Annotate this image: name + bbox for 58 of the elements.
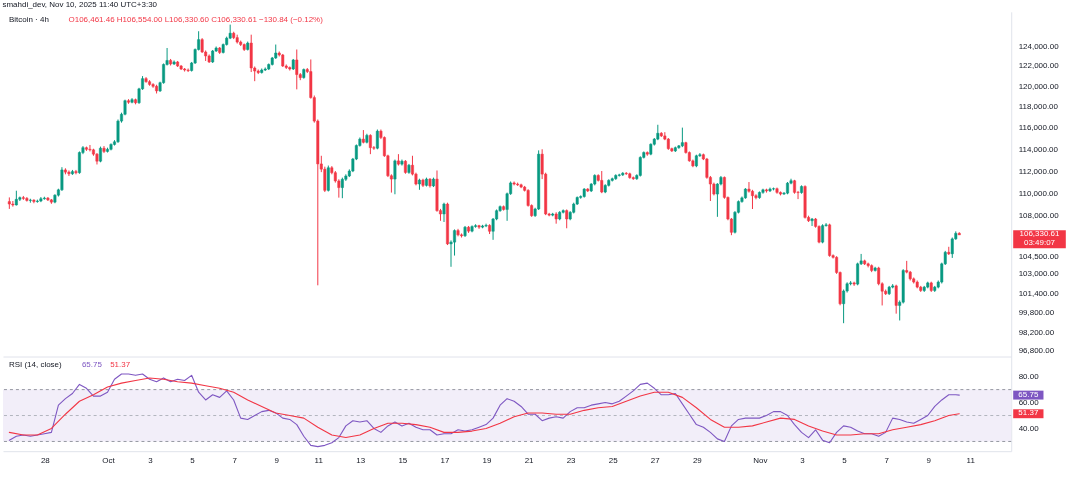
text: RSI (14, close)	[8, 360, 63, 370]
x-tick-label: 11	[314, 455, 324, 465]
candlestick	[78, 150, 81, 175]
x-tick-label: 27	[650, 455, 661, 465]
y-tick-label: 40.00	[1018, 423, 1040, 433]
y-tick-label: 101,400.00	[1018, 288, 1060, 298]
x-tick-label: 9	[926, 455, 932, 465]
candlestick	[326, 165, 330, 192]
y-tick-label: 118,000.00	[1018, 102, 1059, 112]
candlestick	[74, 169, 78, 175]
y-tick-label: 122,000.00	[1018, 61, 1060, 71]
x-tick-label: 7	[232, 455, 238, 465]
x-tick-label: 3	[148, 455, 154, 465]
y-tick-label: 60.00	[1018, 398, 1040, 408]
x-tick-label: 11	[966, 455, 976, 465]
chart-title: Bitcoin · 4h	[8, 14, 49, 24]
line-series	[8, 373, 960, 448]
x-tick-label: 19	[482, 455, 492, 465]
x-tick-label: 25	[608, 455, 619, 465]
candlestick	[340, 177, 344, 199]
x-tick-label: 5	[842, 455, 848, 465]
y-tick-label: 108,000.00	[1018, 211, 1060, 221]
text: 51.37	[1018, 408, 1039, 418]
x-tick-label: 15	[398, 455, 408, 465]
x-tick-label: 3	[800, 455, 806, 465]
y-tick-label: 99,800.00	[1018, 308, 1055, 318]
y-tick-label: 104,500.00	[1018, 251, 1060, 261]
candlestick	[638, 155, 642, 178]
annotation: 65.75	[81, 360, 103, 370]
text: 106,330.61 03:49:07	[1019, 229, 1060, 248]
y-tick-label: 103,000.00	[1018, 269, 1060, 279]
y-tick-label: 96,800.00	[1018, 345, 1055, 355]
y-tick-label: 110,000.00	[1018, 188, 1059, 198]
y-tick-label: 114,000.00	[1018, 144, 1059, 154]
x-tick-label: 28	[40, 455, 51, 465]
x-tick-label: 23	[566, 455, 577, 465]
chart-subtitle: O106,461.46 H106,554.00 L106,330.60 C106,330.61 −130.84 (−0.12%)	[68, 14, 324, 24]
y-tick-label: 112,000.00	[1018, 166, 1059, 176]
text: 65.75	[1018, 389, 1039, 399]
x-tick-label: 17	[440, 455, 450, 465]
x-tick-label: 7	[884, 455, 890, 465]
x-tick-label: 21	[524, 455, 535, 465]
text: smahdi_dev, Nov 10, 2025 11:40 UTC+3:30	[2, 0, 158, 9]
y-tick-label: 124,000.00	[1018, 41, 1060, 51]
line-series	[8, 377, 960, 439]
y-tick-label: 98,200.00	[1018, 328, 1055, 338]
x-tick-label: 9	[274, 455, 280, 465]
y-tick-label: 116,000.00	[1018, 123, 1059, 133]
x-tick-label: 13	[356, 455, 366, 465]
x-tick-label: Nov	[753, 455, 768, 465]
y-tick-label: 80.00	[1018, 372, 1040, 382]
x-tick-label: 29	[692, 455, 703, 465]
x-tick-label: Oct	[102, 455, 116, 465]
candlestick	[393, 159, 397, 195]
candlestick	[88, 144, 92, 152]
y-tick-label: 120,000.00	[1018, 81, 1060, 91]
x-tick-label: 5	[190, 455, 196, 465]
annotation: 51.37	[110, 360, 131, 370]
